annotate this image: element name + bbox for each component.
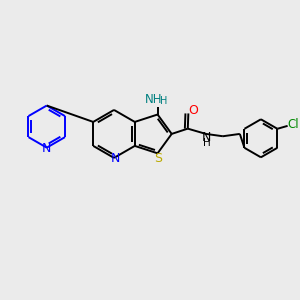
Text: S: S <box>154 152 162 165</box>
Text: NH: NH <box>145 93 163 106</box>
Text: N: N <box>111 152 120 165</box>
Text: N: N <box>42 142 51 155</box>
Text: H: H <box>202 138 210 148</box>
Text: N: N <box>202 131 211 144</box>
Text: H: H <box>160 96 168 106</box>
Text: Cl: Cl <box>288 118 299 131</box>
Text: O: O <box>189 104 199 117</box>
